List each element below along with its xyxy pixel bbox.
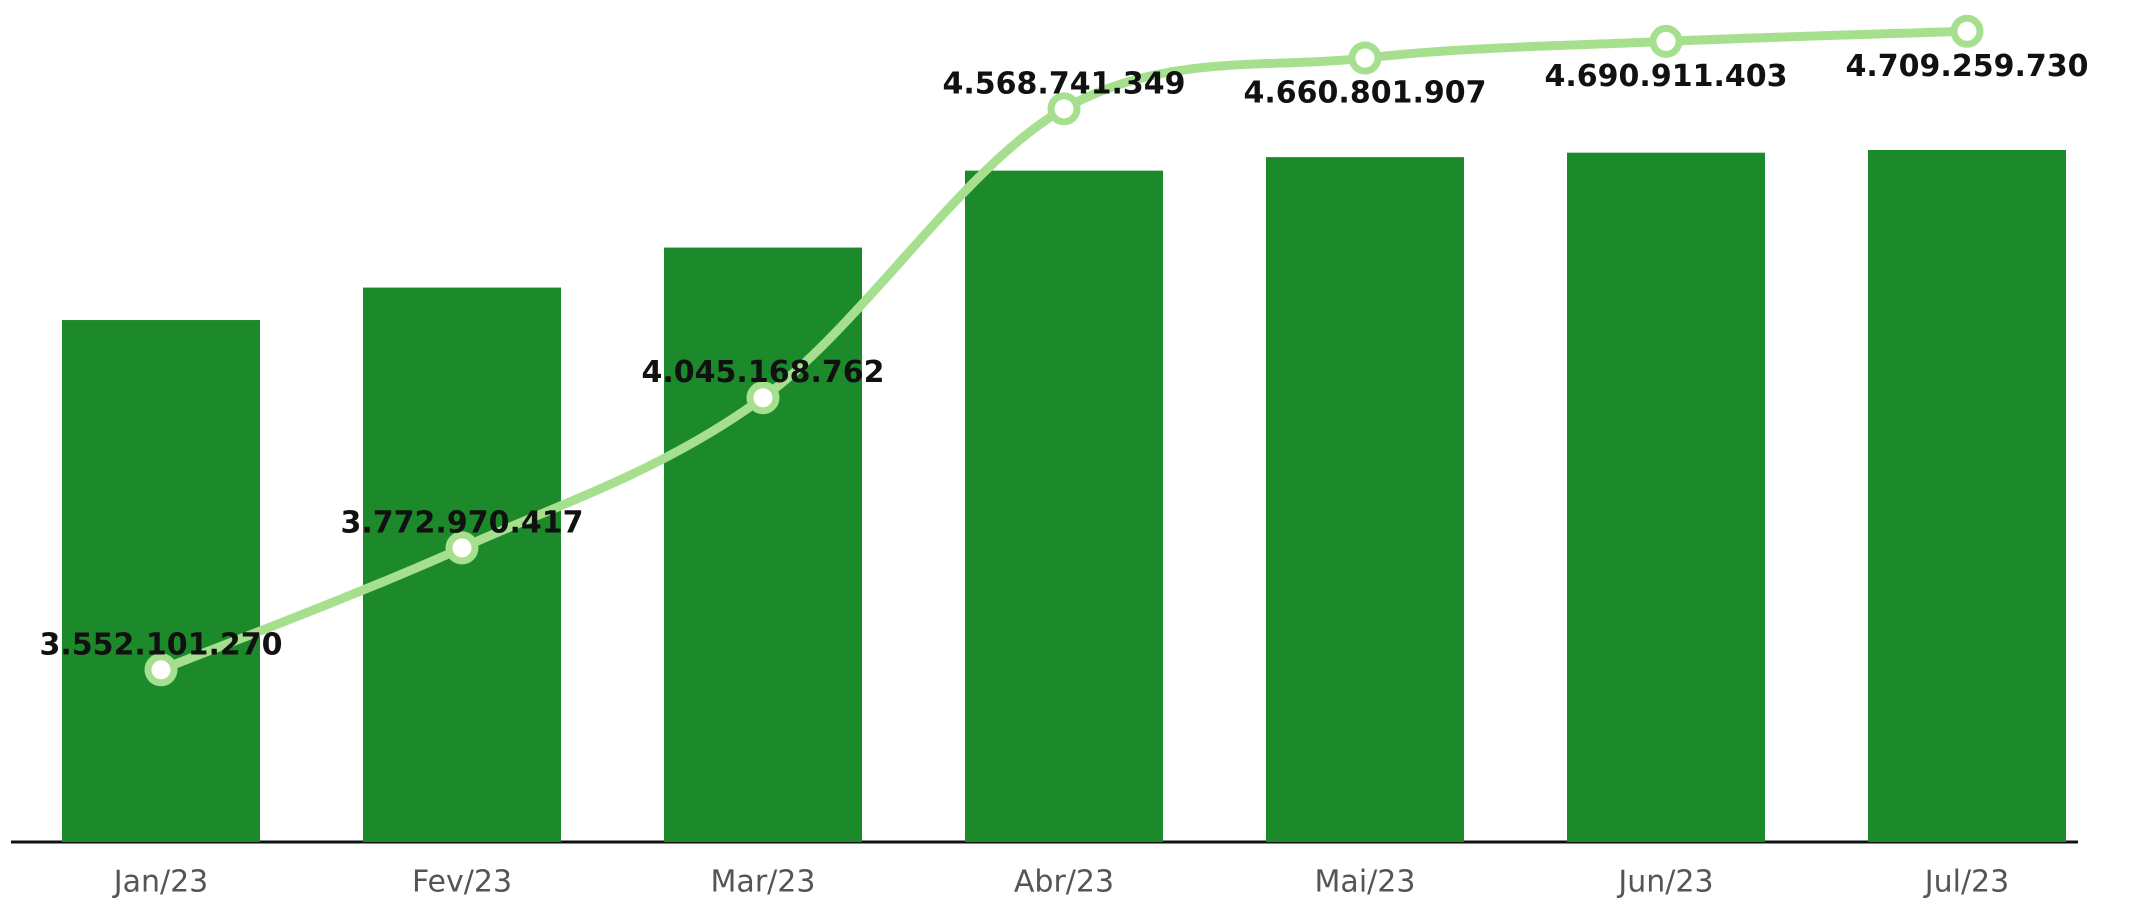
data-label: 4.660.801.907 [1244, 76, 1487, 111]
x-tick-label: Fev/23 [412, 865, 512, 900]
bar [1567, 152, 1765, 842]
x-tick-label: Mai/23 [1315, 865, 1416, 900]
data-label: 3.772.970.417 [341, 505, 584, 540]
point [746, 381, 780, 415]
point [1047, 92, 1081, 126]
data-label: 4.045.168.762 [642, 355, 885, 390]
data-label: 4.568.741.349 [943, 66, 1186, 101]
data-label: 3.552.101.270 [40, 627, 283, 662]
x-tick-label: Jul/23 [1923, 865, 2009, 900]
point [1348, 41, 1382, 75]
point [1950, 14, 1984, 48]
bar [965, 170, 1163, 842]
bar [62, 320, 260, 842]
x-tick-label: Mar/23 [711, 865, 816, 900]
point [144, 653, 178, 687]
data-label: 4.690.911.403 [1545, 59, 1788, 94]
bar [363, 287, 561, 842]
point [1649, 24, 1683, 58]
bar [664, 247, 862, 842]
point [445, 531, 479, 565]
bar [1266, 157, 1464, 843]
bar [1868, 149, 2066, 842]
x-tick-label: Abr/23 [1014, 865, 1114, 900]
x-tick-label: Jun/23 [1616, 865, 1713, 900]
x-tick-label: Jan/23 [112, 865, 209, 900]
data-label: 4.709.259.730 [1846, 49, 2089, 84]
